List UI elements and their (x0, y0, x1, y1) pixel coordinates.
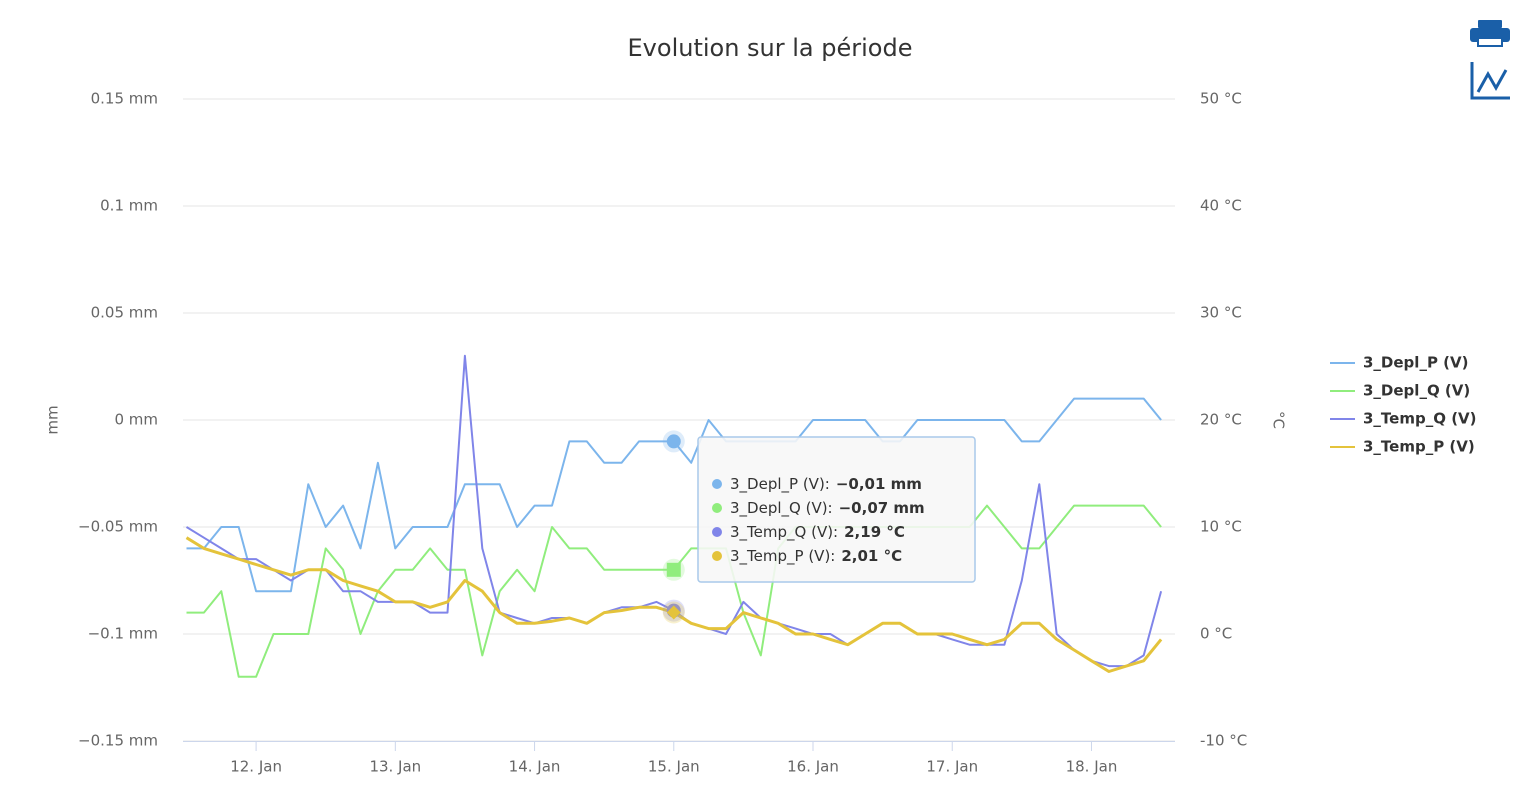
tooltip-value: 2,19 °C (844, 523, 905, 541)
legend-label: 3_Temp_Q (V) (1363, 410, 1477, 428)
tooltip-row: 3_Depl_Q (V): −0,07 mm (730, 499, 925, 518)
y-tick-label: 0.05 mm (91, 304, 158, 322)
tooltip-row: 3_Temp_P (V): 2,01 °C (730, 547, 902, 566)
x-tick-label: 12. Jan (230, 758, 282, 776)
tooltip-row: 3_Temp_Q (V): 2,19 °C (730, 523, 905, 542)
y2-axis-title: °C (1270, 411, 1288, 429)
chart-icon[interactable] (1470, 62, 1510, 100)
tooltip-label: 3_Depl_P (V): (730, 475, 830, 494)
x-tick-label: 13. Jan (369, 758, 421, 776)
legend-label: 3_Depl_P (V) (1363, 354, 1468, 372)
x-tick-label: 16. Jan (787, 758, 839, 776)
y-tick-label: 0 mm (114, 411, 158, 429)
tooltip-label: 3_Temp_P (V): (730, 547, 835, 566)
chart-title: Evolution sur la période (628, 34, 913, 62)
x-tick-label: 17. Jan (926, 758, 978, 776)
tooltip-dot (712, 479, 722, 489)
print-icon[interactable] (1470, 20, 1510, 47)
tooltip: 3_Depl_P (V): −0,01 mm3_Depl_Q (V): −0,07 … (697, 436, 976, 583)
y2-tick-label: 0 °C (1200, 625, 1232, 643)
legend-label: 3_Temp_P (V) (1363, 438, 1475, 456)
y2-tick-label: 20 °C (1200, 411, 1242, 429)
y-tick-label: 0.1 mm (100, 197, 158, 215)
print-icon-paper (1477, 37, 1503, 47)
tooltip-value: −0,07 mm (839, 499, 925, 517)
tooltip-value: −0,01 mm (836, 475, 922, 493)
y-tick-label: −0.1 mm (88, 625, 158, 643)
chart-icon-axes (1470, 62, 1510, 100)
y-tick-label: −0.05 mm (78, 518, 158, 536)
y2-tick-label: 10 °C (1200, 518, 1242, 536)
tooltip-label: 3_Temp_Q (V): (730, 523, 838, 542)
hover-marker (666, 562, 681, 577)
tooltip-dot (712, 527, 722, 537)
y2-tick-label: 50 °C (1200, 90, 1242, 108)
legend-label: 3_Depl_Q (V) (1363, 382, 1470, 400)
tooltip-dot (712, 503, 722, 513)
x-tick-label: 18. Jan (1066, 758, 1118, 776)
hover-marker (666, 434, 681, 449)
chart-icon-line (1476, 69, 1508, 93)
tooltip-row: 3_Depl_P (V): −0,01 mm (730, 475, 922, 494)
print-icon-top (1478, 20, 1502, 28)
y2-tick-label: 30 °C (1200, 304, 1242, 322)
y-tick-label: 0.15 mm (91, 90, 158, 108)
series-line (186, 504, 1162, 678)
hover-marker (666, 605, 681, 620)
x-tick-label: 14. Jan (509, 758, 561, 776)
y2-tick-label: 40 °C (1200, 197, 1242, 215)
y-tick-label: −0.15 mm (78, 732, 158, 750)
tooltip-value: 2,01 °C (841, 547, 902, 565)
y-axis-title: mm (44, 405, 62, 434)
tooltip-dot (712, 551, 722, 561)
tooltip-label: 3_Depl_Q (V): (730, 499, 833, 518)
tooltip-box (697, 436, 976, 583)
x-tick-label: 15. Jan (648, 758, 700, 776)
y2-tick-label: -10 °C (1200, 732, 1247, 750)
